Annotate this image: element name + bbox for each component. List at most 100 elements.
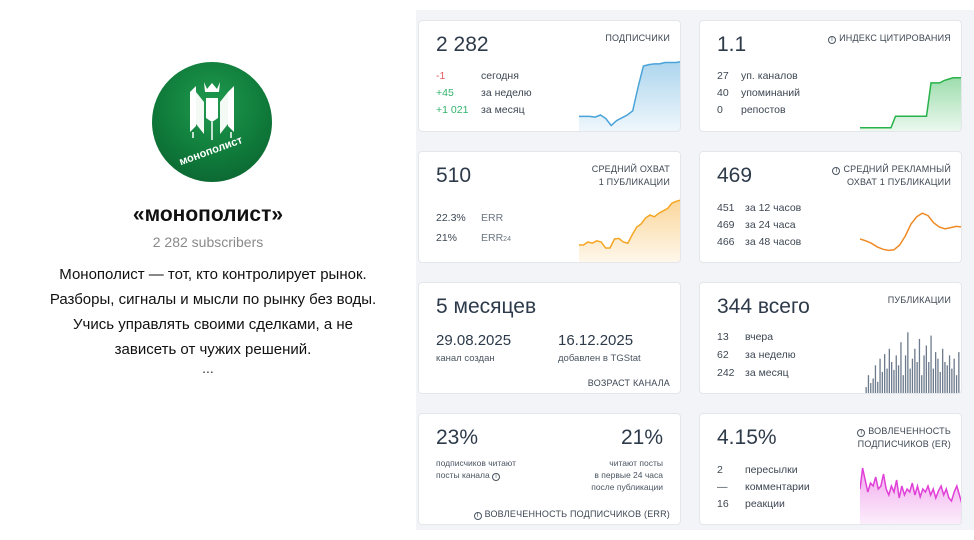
posts-bar — [893, 369, 895, 393]
description-line: зависеть от чужих решений. — [114, 341, 312, 358]
posts-bar — [888, 348, 890, 393]
er-card[interactable]: 4.15% i ВОВЛЕЧЕННОСТЬ ПОДПИСЧИКОВ (ER) 2 пе… — [699, 413, 962, 525]
subscribers-card[interactable]: 2 282 ПОДПИСЧИКИ -1 сегодня +45 за неделю … — [418, 20, 681, 132]
citation-channels-row: 27 уп. каналов — [717, 70, 798, 82]
posts-bar — [955, 375, 958, 393]
description-line: Монополист — тот, кто контролирует рынок… — [59, 266, 367, 283]
posts-bar — [946, 365, 948, 393]
posts-yesterday-row: 13 вчера — [717, 331, 774, 343]
sparkline-line — [579, 199, 680, 249]
posts-bar — [911, 358, 914, 393]
posts-month-row: 242 за месяц — [717, 367, 789, 379]
ad-reach-24h-row: 469 за 24 часа — [717, 219, 796, 231]
er-comments-row: — комментарии — [717, 481, 810, 493]
engagement-err-card[interactable]: 23% подписчиков читают посты канала i 21%… — [418, 413, 681, 525]
reach-card[interactable]: 510 СРЕДНИЙ ОХВАТ 1 ПУБЛИКАЦИИ 22.3% ERR 2… — [418, 151, 681, 263]
info-icon[interactable]: i — [832, 167, 841, 175]
posts-bar — [867, 375, 870, 393]
citation-value: 1.1 — [717, 33, 747, 56]
posts-bar — [874, 365, 877, 393]
posts-bar — [902, 375, 904, 393]
sparkline-area — [579, 61, 680, 131]
posts-bar — [932, 368, 934, 393]
citation-mentions-row: 40 упоминаний — [717, 87, 801, 99]
monopolist-logo-icon: монополист — [178, 82, 245, 168]
posts-bar — [881, 371, 883, 393]
created-label: канал создан — [436, 353, 495, 364]
posts-bar — [877, 381, 879, 393]
channel-avatar[interactable]: монополист — [152, 62, 272, 182]
subscribers-value: 2 282 — [436, 33, 489, 56]
ad-reach-sparkline — [860, 212, 961, 252]
ad-reach-48h-row: 466 за 48 часов — [717, 236, 802, 248]
posts-bar — [925, 345, 927, 393]
subscribers-month-row: +1 021 за месяц — [436, 104, 525, 116]
posts-bar — [914, 348, 916, 393]
created-date: 29.08.2025 — [436, 332, 512, 349]
channel-age-caption: ВОЗРАСТ КАНАЛА — [587, 378, 670, 388]
posts-bar — [916, 362, 918, 393]
citation-reposts-row: 0 репостов — [717, 104, 786, 116]
channel-age-value: 5 месяцев — [436, 295, 537, 318]
posts-bar — [909, 368, 911, 393]
posts-bar — [939, 371, 941, 393]
posts-bar — [895, 355, 897, 393]
reach-err24-row: 21% ERR 24 — [436, 232, 511, 244]
channel-panel: монополист «монополист» 2 282 subscriber… — [0, 0, 416, 540]
sparkline-line — [860, 467, 961, 504]
posts-bar — [872, 378, 874, 393]
err-right-text: читают посты в первые 24 часа после публик… — [591, 458, 663, 492]
channel-title: «монополист» — [132, 203, 284, 226]
posts-bar — [870, 383, 872, 393]
info-icon[interactable]: i — [492, 473, 501, 481]
posts-bar — [904, 355, 907, 393]
posts-bar — [865, 387, 867, 393]
posts-bar — [891, 362, 893, 393]
posts-bar — [918, 338, 921, 393]
posts-bar — [897, 365, 900, 393]
citation-sparkline — [860, 77, 961, 131]
reach-sparkline — [579, 199, 680, 262]
er-reactions-row: 16 реакции — [717, 498, 785, 510]
reach-err-row: 22.3% ERR — [436, 212, 504, 224]
added-date: 16.12.2025 — [558, 332, 634, 349]
er-caption: i ВОВЛЕЧЕННОСТЬ ПОДПИСЧИКОВ (ER) — [857, 426, 951, 449]
posts-caption: ПУБЛИКАЦИИ — [887, 295, 951, 305]
posts-bar — [886, 368, 888, 393]
posts-week-row: 62 за неделю — [717, 349, 796, 361]
info-icon[interactable]: i — [473, 512, 482, 520]
posts-bar — [951, 368, 953, 393]
sparkline-line — [860, 77, 961, 129]
info-icon[interactable]: i — [828, 36, 837, 44]
er-sparkline — [860, 467, 961, 524]
posts-value: 344 всего — [717, 295, 810, 318]
subscribers-today-row: -1 сегодня — [436, 70, 519, 82]
posts-bar — [937, 358, 939, 393]
posts-bar — [923, 355, 925, 393]
description-more[interactable]: ... — [202, 360, 214, 376]
posts-bar-chart — [865, 332, 960, 393]
reach-caption: СРЕДНИЙ ОХВАТ 1 ПУБЛИКАЦИИ — [591, 164, 670, 187]
reach-value: 510 — [436, 164, 472, 187]
sparkline-area — [860, 468, 961, 524]
description-line: Учись управлять своими сделками, а не — [73, 316, 353, 333]
posts-card[interactable]: 344 всего ПУБЛИКАЦИИ 13 вчера 62 за неделю… — [699, 282, 962, 394]
posts-bar — [958, 352, 960, 393]
posts-bar — [930, 335, 932, 393]
posts-bar — [944, 362, 946, 393]
er-value: 4.15% — [717, 426, 777, 449]
info-icon[interactable]: i — [857, 429, 866, 437]
citation-caption: i ИНДЕКС ЦИТИРОВАНИЯ — [828, 32, 951, 45]
channel-age-card[interactable]: 5 месяцев 29.08.2025 канал создан 16.12.… — [418, 282, 681, 394]
subscribers-sparkline — [579, 61, 680, 131]
ad-reach-12h-row: 451 за 12 часов — [717, 202, 802, 214]
posts-bar — [948, 355, 951, 393]
sparkline-line — [579, 61, 680, 127]
ad-reach-card[interactable]: 469 i СРЕДНИЙ РЕКЛАМНЫЙ ОХВАТ 1 ПУБЛИКАЦИИ… — [699, 151, 962, 263]
er-forwards-row: 2 пересылки — [717, 464, 798, 476]
err-caption: i ВОВЛЕЧЕННОСТЬ ПОДПИСЧИКОВ (ERR) — [473, 508, 670, 521]
sparkline-area — [860, 77, 961, 131]
posts-bar — [907, 332, 909, 393]
err-left-text: подписчиков читают посты канала i — [436, 458, 516, 481]
citation-card[interactable]: 1.1 i ИНДЕКС ЦИТИРОВАНИЯ 27 уп. каналов 40… — [699, 20, 962, 132]
